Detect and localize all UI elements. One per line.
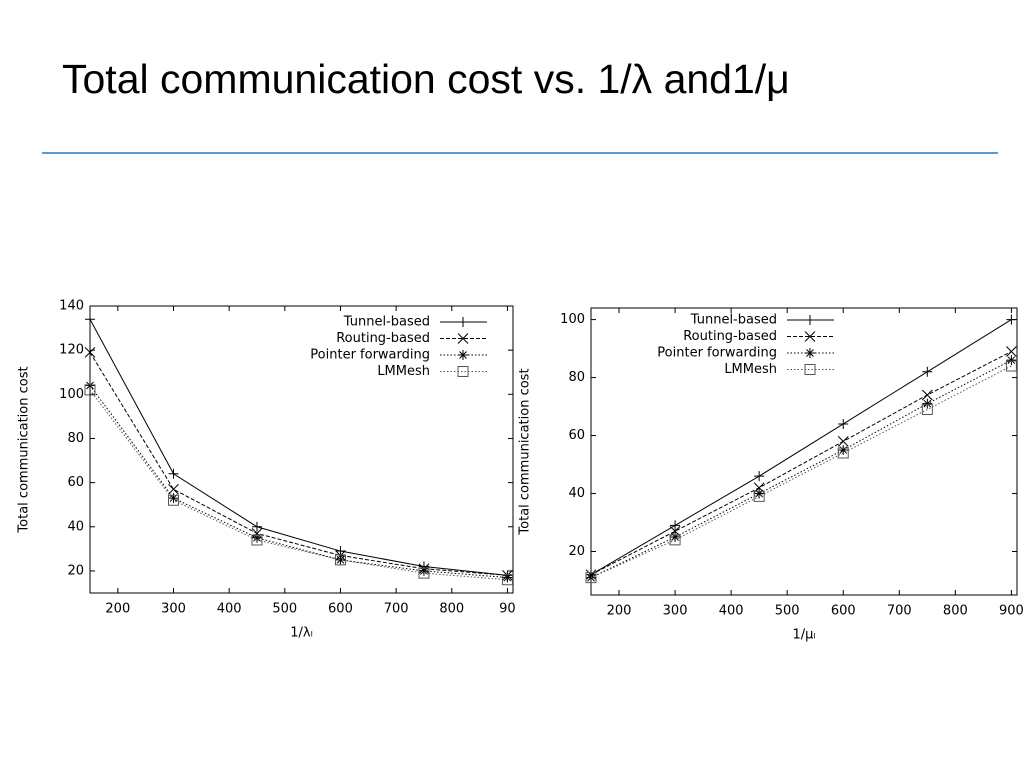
marker: [753, 490, 765, 502]
marker: [251, 521, 262, 532]
marker: [457, 366, 469, 377]
legend-label: Pointer forwarding: [657, 346, 777, 361]
marker: [805, 348, 815, 358]
y-tick-label: 100: [560, 312, 585, 327]
series-line: [590, 351, 1012, 576]
series-line: [590, 359, 1012, 579]
marker: [502, 572, 513, 583]
marker: [85, 380, 95, 391]
legend-label: Routing-based: [336, 331, 430, 346]
y-tick-label: 60: [67, 475, 84, 490]
marker: [501, 574, 513, 586]
series-line: [590, 319, 1012, 576]
marker: [838, 418, 849, 429]
x-tick-label: 500: [272, 602, 297, 617]
marker: [922, 366, 933, 377]
y-axis-label: Total communication cost: [518, 368, 533, 535]
marker: [168, 468, 179, 479]
legend-label: Routing-based: [683, 329, 777, 344]
marker: [922, 398, 933, 409]
x-tick-label: 90: [499, 602, 516, 617]
marker: [418, 567, 430, 579]
x-tick-label: 800: [943, 604, 968, 619]
marker: [669, 534, 681, 546]
legend-label: LMMesh: [377, 364, 430, 379]
x-tick-label: 200: [105, 602, 130, 617]
x-tick-label: 300: [161, 602, 186, 617]
plot-frame: [590, 307, 1018, 596]
y-tick-label: 80: [67, 431, 84, 446]
x-tick-label: 200: [607, 604, 632, 619]
legend-label: Tunnel-based: [343, 315, 430, 330]
marker: [85, 314, 95, 325]
chart: 20 40 60 80 100 200 300 400 500 600 700 800 900 1/μₗ T…: [518, 307, 1024, 643]
y-tick-label: 40: [67, 519, 84, 534]
marker: [418, 565, 429, 576]
chart: 20 40 60 80 100 120 140 200 300 400 500 600 700 800 90…: [17, 299, 516, 641]
x-tick-label: 900: [999, 604, 1024, 619]
marker: [251, 532, 262, 543]
marker: [84, 347, 96, 358]
y-tick-label: 120: [59, 343, 84, 358]
marker: [754, 488, 765, 499]
marker: [84, 384, 96, 396]
marker: [1006, 314, 1017, 325]
plot-frame: [89, 305, 514, 594]
marker: [838, 445, 849, 456]
marker: [458, 317, 468, 327]
marker: [921, 389, 933, 401]
series-line: [89, 319, 508, 576]
x-tick-label: 700: [384, 602, 409, 617]
marker: [167, 494, 179, 506]
legend-label: Pointer forwarding: [310, 348, 430, 363]
y-tick-label: 40: [568, 486, 585, 501]
marker: [168, 493, 179, 504]
legend-label: LMMesh: [724, 362, 777, 377]
marker: [585, 572, 597, 584]
slide-title: Total communication cost vs. 1/λ and1/μ: [62, 56, 790, 102]
marker: [804, 364, 816, 375]
marker: [458, 350, 468, 360]
marker: [670, 520, 681, 531]
x-tick-label: 600: [831, 604, 856, 619]
marker: [334, 554, 346, 566]
marker: [805, 315, 815, 325]
y-tick-label: 100: [59, 387, 84, 402]
marker: [754, 471, 765, 482]
x-tick-label: 700: [887, 604, 912, 619]
marker: [1006, 346, 1017, 357]
marker: [251, 534, 263, 546]
y-tick-label: 20: [568, 544, 585, 559]
x-axis-label: 1/λₗ: [290, 626, 313, 641]
y-tick-label: 140: [59, 299, 84, 314]
marker: [837, 447, 849, 459]
legend-label: Tunnel-based: [690, 313, 777, 328]
x-tick-label: 300: [663, 604, 688, 619]
x-tick-label: 800: [439, 602, 464, 617]
marker: [670, 532, 681, 543]
marker: [457, 333, 469, 344]
x-tick-label: 600: [328, 602, 353, 617]
series-line: [89, 352, 508, 576]
x-tick-label: 400: [719, 604, 744, 619]
series-line: [89, 389, 508, 581]
y-tick-label: 80: [568, 370, 585, 385]
x-tick-label: 400: [217, 602, 242, 617]
x-axis-label: 1/μₗ: [792, 628, 815, 643]
y-tick-label: 60: [568, 428, 585, 443]
series-line: [89, 385, 508, 579]
marker: [335, 554, 346, 565]
x-tick-label: 500: [775, 604, 800, 619]
y-axis-label: Total communication cost: [17, 366, 32, 533]
marker: [921, 403, 933, 415]
marker: [804, 331, 816, 342]
marker: [1005, 360, 1017, 372]
marker: [1006, 355, 1017, 366]
marker: [168, 483, 179, 495]
y-tick-label: 20: [67, 563, 84, 578]
marker: [837, 436, 849, 447]
